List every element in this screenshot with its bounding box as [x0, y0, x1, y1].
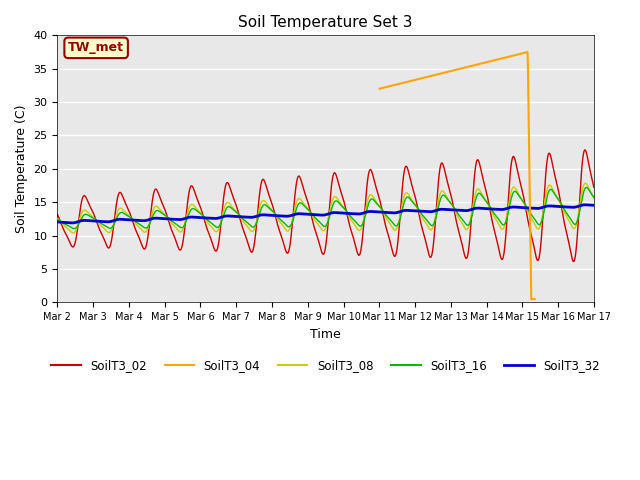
SoilT3_02 [590, 184, 598, 190]
SoilT3_32 [68, 220, 76, 226]
SoilT3_16 [173, 222, 181, 228]
Y-axis label: Soil Temperature (C): Soil Temperature (C) [15, 105, 28, 233]
SoilT3_02 [160, 204, 168, 209]
SoilT3_04 [409, 78, 417, 84]
Line: SoilT3_02: SoilT3_02 [58, 150, 594, 262]
SoilT3_04 [526, 218, 534, 224]
Line: SoilT3_32: SoilT3_32 [58, 205, 594, 223]
SoilT3_16 [590, 194, 598, 200]
Line: SoilT3_08: SoilT3_08 [58, 183, 594, 233]
SoilT3_08 [590, 195, 598, 201]
SoilT3_32 [581, 202, 589, 208]
SoilT3_02 [526, 228, 534, 233]
SoilT3_08 [233, 210, 241, 216]
SoilT3_08 [582, 180, 589, 186]
SoilT3_08 [54, 216, 61, 221]
SoilT3_16 [409, 200, 417, 205]
SoilT3_32 [160, 216, 168, 221]
Legend: SoilT3_02, SoilT3_04, SoilT3_08, SoilT3_16, SoilT3_32: SoilT3_02, SoilT3_04, SoilT3_08, SoilT3_… [47, 354, 605, 377]
SoilT3_02 [173, 240, 180, 246]
Title: Soil Temperature Set 3: Soil Temperature Set 3 [239, 15, 413, 30]
Text: TW_met: TW_met [68, 41, 124, 54]
SoilT3_32 [590, 203, 598, 208]
SoilT3_16 [233, 210, 241, 216]
SoilT3_32 [409, 208, 417, 214]
SoilT3_08 [173, 226, 181, 232]
SoilT3_08 [409, 199, 417, 204]
Line: SoilT3_16: SoilT3_16 [58, 188, 594, 228]
SoilT3_02 [409, 185, 417, 191]
SoilT3_16 [527, 211, 534, 216]
SoilT3_16 [582, 185, 590, 191]
SoilT3_08 [479, 193, 487, 199]
SoilT3_16 [160, 212, 168, 217]
SoilT3_02 [570, 259, 577, 264]
SoilT3_04 [479, 60, 486, 66]
SoilT3_32 [173, 216, 181, 222]
SoilT3_16 [479, 195, 487, 201]
SoilT3_02 [581, 147, 589, 153]
SoilT3_16 [54, 216, 61, 222]
X-axis label: Time: Time [310, 328, 341, 341]
Line: SoilT3_04: SoilT3_04 [380, 52, 534, 300]
SoilT3_08 [160, 211, 168, 216]
SoilT3_02 [54, 212, 61, 217]
SoilT3_08 [69, 230, 77, 236]
SoilT3_32 [527, 205, 534, 211]
SoilT3_02 [233, 204, 241, 210]
SoilT3_32 [233, 214, 241, 219]
SoilT3_08 [527, 214, 534, 220]
SoilT3_16 [70, 226, 78, 231]
SoilT3_32 [479, 205, 487, 211]
SoilT3_02 [479, 175, 486, 181]
SoilT3_32 [54, 219, 61, 225]
